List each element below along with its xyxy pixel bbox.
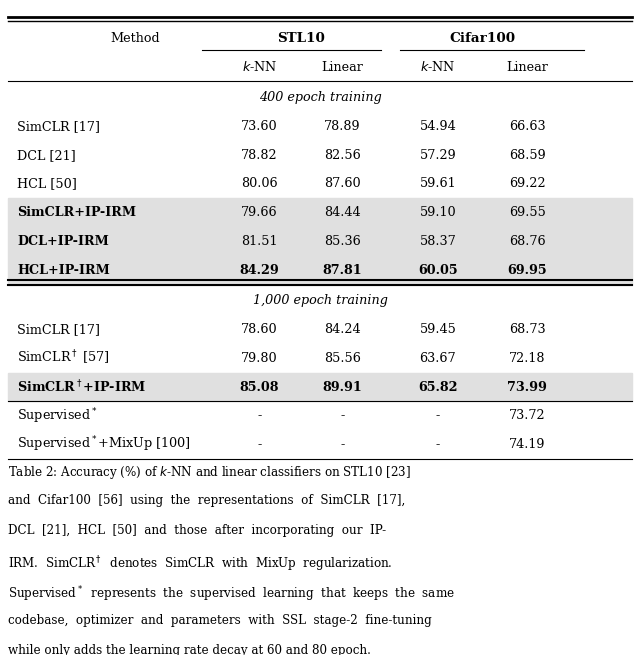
Text: Cifar100: Cifar100	[449, 32, 516, 45]
Text: -: -	[436, 438, 440, 451]
Text: -: -	[436, 409, 440, 422]
Text: Method: Method	[110, 32, 160, 45]
Text: 81.51: 81.51	[241, 235, 278, 248]
Text: Supervised$^*$  represents  the  supervised  learning  that  keeps  the  same: Supervised$^*$ represents the supervised…	[8, 584, 454, 603]
Text: IRM.  SimCLR$^\dagger$  denotes  SimCLR  with  MixUp  regularization.: IRM. SimCLR$^\dagger$ denotes SimCLR wit…	[8, 554, 392, 574]
Text: SimCLR$^\dagger$+IP-IRM: SimCLR$^\dagger$+IP-IRM	[17, 379, 147, 396]
Text: -: -	[257, 438, 262, 451]
Text: 66.63: 66.63	[509, 120, 545, 133]
Text: Linear: Linear	[321, 60, 364, 73]
Text: Linear: Linear	[506, 60, 548, 73]
Text: 60.05: 60.05	[418, 264, 458, 276]
Text: 69.22: 69.22	[509, 178, 545, 191]
Text: 73.60: 73.60	[241, 120, 278, 133]
Text: 65.82: 65.82	[418, 381, 458, 394]
Text: 85.08: 85.08	[240, 381, 279, 394]
Text: 69.55: 69.55	[509, 206, 545, 219]
Text: 72.18: 72.18	[509, 352, 545, 365]
Text: -: -	[257, 409, 262, 422]
Text: while only adds the learning rate decay at 60 and 80 epoch.: while only adds the learning rate decay …	[8, 644, 371, 655]
Text: Supervised$^*$: Supervised$^*$	[17, 406, 98, 426]
Text: 59.10: 59.10	[420, 206, 456, 219]
Text: SimCLR [17]: SimCLR [17]	[17, 120, 100, 133]
Text: 84.24: 84.24	[324, 323, 360, 336]
Text: 54.94: 54.94	[419, 120, 456, 133]
Text: 85.56: 85.56	[324, 352, 361, 365]
Text: and  Cifar100  [56]  using  the  representations  of  SimCLR  [17],: and Cifar100 [56] using the representati…	[8, 494, 405, 507]
Text: 78.82: 78.82	[241, 149, 278, 162]
Text: DCL  [21],  HCL  [50]  and  those  after  incorporating  our  IP-: DCL [21], HCL [50] and those after incor…	[8, 524, 386, 537]
Text: codebase,  optimizer  and  parameters  with  SSL  stage-2  fine-tuning: codebase, optimizer and parameters with …	[8, 614, 431, 627]
Text: 85.36: 85.36	[324, 235, 361, 248]
Bar	[8, 373, 632, 402]
Text: 87.60: 87.60	[324, 178, 360, 191]
Text: 78.89: 78.89	[324, 120, 360, 133]
Text: $k$-NN: $k$-NN	[420, 60, 456, 74]
Text: 73.99: 73.99	[507, 381, 547, 394]
Text: -: -	[340, 409, 344, 422]
Text: SimCLR+IP-IRM: SimCLR+IP-IRM	[17, 206, 136, 219]
Text: 79.66: 79.66	[241, 206, 278, 219]
Text: 74.19: 74.19	[509, 438, 545, 451]
Text: 79.80: 79.80	[241, 352, 278, 365]
Text: SimCLR$^\dagger$ [57]: SimCLR$^\dagger$ [57]	[17, 349, 109, 367]
Text: 80.06: 80.06	[241, 178, 278, 191]
Text: Table 2: Accuracy (%) of $k$-NN and linear classifiers on STL10 [23]: Table 2: Accuracy (%) of $k$-NN and line…	[8, 464, 411, 481]
Text: STL10: STL10	[277, 32, 325, 45]
Text: 84.44: 84.44	[324, 206, 360, 219]
Text: Supervised$^*$+MixUp [100]: Supervised$^*$+MixUp [100]	[17, 435, 191, 455]
Text: HCL [50]: HCL [50]	[17, 178, 77, 191]
Text: 58.37: 58.37	[419, 235, 456, 248]
Text: 68.76: 68.76	[509, 235, 545, 248]
Text: 73.72: 73.72	[509, 409, 545, 422]
Text: 89.91: 89.91	[323, 381, 362, 394]
Text: 69.95: 69.95	[508, 264, 547, 276]
Text: SimCLR [17]: SimCLR [17]	[17, 323, 100, 336]
Text: $k$-NN: $k$-NN	[242, 60, 277, 74]
Text: -: -	[340, 438, 344, 451]
Bar	[8, 198, 632, 284]
Text: DCL [21]: DCL [21]	[17, 149, 76, 162]
Text: DCL+IP-IRM: DCL+IP-IRM	[17, 235, 109, 248]
Text: 78.60: 78.60	[241, 323, 278, 336]
Text: 59.61: 59.61	[420, 178, 456, 191]
Text: 63.67: 63.67	[420, 352, 456, 365]
Text: 1,000 epoch training: 1,000 epoch training	[253, 294, 387, 307]
Text: 68.73: 68.73	[509, 323, 545, 336]
Text: 82.56: 82.56	[324, 149, 361, 162]
Text: 59.45: 59.45	[419, 323, 456, 336]
Text: 57.29: 57.29	[419, 149, 456, 162]
Text: 87.81: 87.81	[323, 264, 362, 276]
Text: 400 epoch training: 400 epoch training	[259, 91, 381, 104]
Text: 84.29: 84.29	[239, 264, 279, 276]
Text: 68.59: 68.59	[509, 149, 545, 162]
Text: HCL+IP-IRM: HCL+IP-IRM	[17, 264, 110, 276]
